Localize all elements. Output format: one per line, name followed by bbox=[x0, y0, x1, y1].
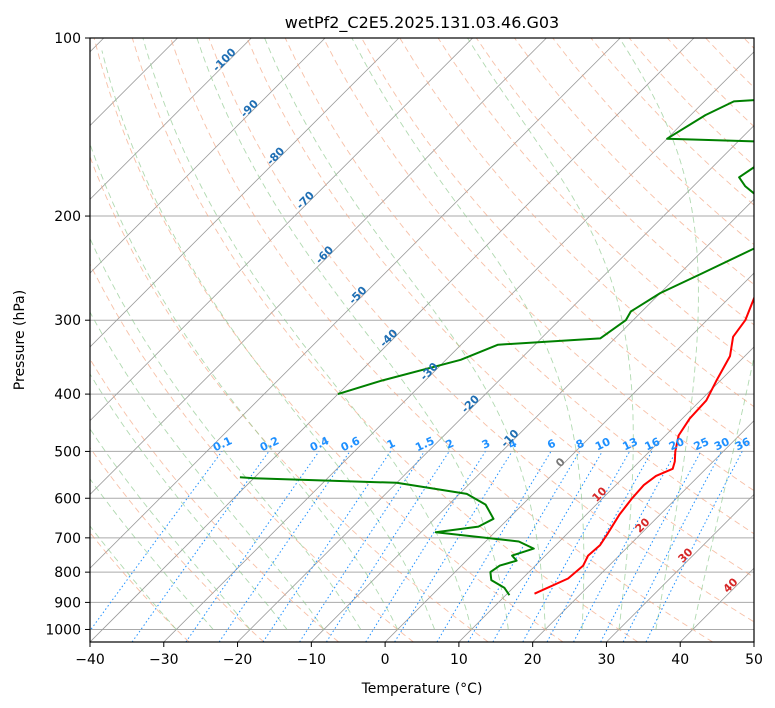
dry-adiabat-line bbox=[208, 38, 754, 623]
skewed-isotherm-line bbox=[753, 641, 754, 642]
mixing-ratio-label: 30 bbox=[712, 435, 732, 453]
dry-adiabat-line bbox=[514, 38, 754, 286]
mixing-ratio-label: 16 bbox=[643, 435, 663, 453]
moist-adiabat-line bbox=[90, 373, 288, 630]
dry-adiabat-line bbox=[475, 38, 754, 326]
x-tick-label: 30 bbox=[598, 652, 616, 668]
x-tick-label: 40 bbox=[671, 652, 689, 668]
skewed-isotherm-line bbox=[90, 38, 473, 422]
y-tick-label: 900 bbox=[54, 595, 81, 611]
moist-adiabat-line bbox=[196, 38, 509, 630]
mixing-ratio-line bbox=[325, 451, 450, 642]
y-tick-label: 700 bbox=[54, 531, 81, 547]
skewed-isotherm-line bbox=[606, 493, 754, 642]
x-tick-label: −20 bbox=[223, 652, 253, 668]
moist-adiabat-line bbox=[264, 38, 546, 630]
y-tick-label: 500 bbox=[54, 444, 81, 460]
moist-adiabat-line bbox=[101, 50, 435, 630]
moist-adiabat-line bbox=[692, 354, 754, 630]
y-tick-label: 300 bbox=[54, 313, 81, 329]
mixing-ratio-line bbox=[262, 451, 392, 642]
plot-background bbox=[90, 38, 754, 642]
skewed-isotherm-line bbox=[90, 38, 621, 569]
mixing-ratio-line bbox=[622, 451, 722, 642]
skewed-isotherm-line bbox=[90, 38, 252, 200]
x-tick-label: 10 bbox=[450, 652, 468, 668]
mixing-ratio-label: 10 bbox=[593, 435, 613, 453]
mixing-ratio-line bbox=[299, 451, 425, 642]
moist-adiabat-line bbox=[142, 38, 472, 630]
mixing-ratio-line bbox=[573, 451, 677, 642]
skewed-isotherm-line bbox=[90, 38, 695, 642]
mixing-ratio-label: 20 bbox=[667, 435, 687, 453]
y-tick-label: 600 bbox=[54, 491, 81, 507]
mixing-ratio-line bbox=[546, 451, 653, 642]
dewpoint-profile-line bbox=[239, 476, 535, 596]
x-tick-label: −40 bbox=[75, 652, 105, 668]
skewed-isotherm-line bbox=[384, 272, 754, 642]
dry-adiabat-line bbox=[437, 38, 754, 367]
moist-adiabat-line bbox=[619, 38, 699, 630]
mixing-ratio-line bbox=[131, 451, 270, 642]
dry-adiabat-line bbox=[323, 38, 754, 492]
dry-adiabat-line bbox=[170, 38, 713, 642]
y-tick-label: 200 bbox=[54, 209, 81, 225]
skewed-isotherm-line bbox=[90, 38, 326, 274]
mixing-ratio-line bbox=[394, 451, 513, 642]
moist-adiabat-line bbox=[90, 237, 362, 630]
moist-adiabat-line bbox=[90, 311, 325, 630]
dry-adiabat-line bbox=[90, 358, 339, 642]
mixing-ratio-line bbox=[185, 451, 320, 642]
moist-adiabat-line bbox=[467, 38, 634, 630]
y-tick-label: 1000 bbox=[45, 622, 81, 638]
dry-adiabat-line bbox=[246, 38, 754, 578]
dry-adiabat-line bbox=[90, 446, 265, 642]
mixing-ratio-line bbox=[218, 451, 351, 642]
temperature-profile-line bbox=[534, 295, 754, 595]
mixing-ratio-label: 25 bbox=[692, 435, 711, 453]
mixing-ratio-label: 13 bbox=[621, 435, 640, 453]
y-axis-title: Pressure (hPa) bbox=[12, 290, 28, 390]
x-tick-label: 0 bbox=[381, 652, 390, 668]
chart-title: wetPf2_C2E5.2025.131.03.46.G03 bbox=[285, 13, 559, 33]
mixing-ratio-line bbox=[90, 451, 223, 632]
mixing-ratio-label: 36 bbox=[733, 435, 753, 453]
skewed-isotherm-line bbox=[90, 38, 547, 496]
mixing-ratio-line bbox=[645, 451, 743, 642]
moist-adiabat-line bbox=[351, 38, 585, 630]
moist-adiabat-line bbox=[90, 428, 251, 630]
dry-adiabat-line bbox=[284, 38, 754, 535]
x-axis-title: Temperature (°C) bbox=[361, 681, 483, 697]
dewpoint-profile-line bbox=[337, 99, 754, 396]
dry-adiabat-line bbox=[131, 38, 639, 642]
x-tick-label: 50 bbox=[745, 652, 763, 668]
dry-adiabat-line bbox=[93, 38, 564, 642]
skewed-isotherm-line bbox=[458, 346, 754, 642]
y-tick-label: 800 bbox=[54, 565, 81, 581]
x-tick-label: 20 bbox=[524, 652, 542, 668]
skewed-isotherm-line bbox=[532, 420, 754, 642]
skewed-isotherm-line bbox=[237, 124, 754, 642]
skewed-isotherm-line bbox=[90, 38, 400, 348]
y-tick-label: 400 bbox=[54, 387, 81, 403]
x-tick-label: −30 bbox=[149, 652, 179, 668]
y-tick-label: 100 bbox=[54, 31, 81, 47]
mixing-ratio-line bbox=[522, 451, 631, 642]
x-tick-label: −10 bbox=[297, 652, 327, 668]
dry-adiabat-line bbox=[90, 263, 414, 642]
plot-frame bbox=[89, 37, 755, 643]
